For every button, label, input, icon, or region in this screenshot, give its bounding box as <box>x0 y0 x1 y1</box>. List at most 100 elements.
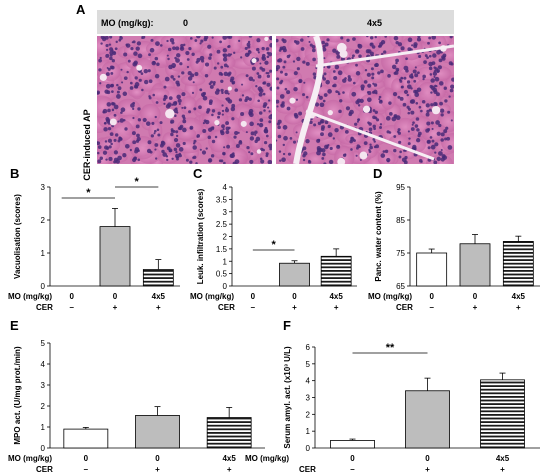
nucleus <box>379 123 383 126</box>
nucleus <box>430 91 433 94</box>
nucleus <box>269 43 272 48</box>
nucleus <box>303 81 306 84</box>
acinar-cell <box>180 74 206 87</box>
nucleus <box>403 76 407 80</box>
nucleus <box>214 135 218 139</box>
nucleus <box>199 88 203 92</box>
nucleus <box>268 99 271 102</box>
nucleus <box>327 124 331 129</box>
vacuole <box>165 109 175 119</box>
nucleus <box>383 50 387 54</box>
nucleus <box>412 121 415 125</box>
nucleus <box>305 95 309 99</box>
nucleus <box>372 137 376 141</box>
nucleus <box>320 118 325 124</box>
nucleus <box>207 44 212 49</box>
cer-row-label: CER <box>396 303 413 312</box>
nucleus <box>407 130 410 133</box>
nucleus <box>172 77 176 81</box>
vacuole <box>362 105 371 113</box>
nucleus <box>241 94 245 97</box>
nucleus <box>200 39 204 43</box>
nucleus <box>281 157 286 163</box>
nucleus <box>305 61 310 66</box>
nucleus <box>175 143 181 148</box>
nucleus <box>430 103 434 107</box>
nucleus <box>196 57 201 62</box>
nucleus <box>317 138 321 142</box>
nucleus <box>315 66 318 70</box>
nucleus <box>376 118 380 122</box>
nucleus <box>261 56 265 60</box>
nucleus <box>100 42 103 45</box>
nucleus <box>148 53 151 57</box>
nucleus <box>418 105 422 109</box>
nucleus <box>371 72 375 76</box>
y-tick-label: 1 <box>223 257 228 266</box>
nucleus <box>178 147 184 152</box>
nucleus <box>138 78 142 82</box>
nucleus <box>388 101 392 105</box>
nucleus <box>185 50 190 56</box>
nucleus <box>440 148 443 151</box>
nucleus <box>417 134 421 138</box>
y-tick-label: 5 <box>41 339 46 348</box>
nucleus <box>450 62 454 66</box>
nucleus <box>319 102 325 108</box>
nucleus <box>97 159 102 164</box>
nucleus <box>137 158 141 162</box>
nucleus <box>211 109 216 113</box>
nucleus <box>388 131 392 134</box>
bar <box>206 417 252 449</box>
significance-label: * <box>272 239 277 251</box>
nucleus <box>369 42 374 47</box>
nucleus <box>426 139 431 144</box>
nucleus <box>298 80 302 84</box>
nucleus <box>302 60 306 64</box>
nucleus <box>400 46 405 51</box>
nucleus <box>192 142 196 145</box>
nucleus <box>199 42 202 45</box>
nucleus <box>225 121 230 126</box>
nucleus <box>259 66 263 70</box>
nucleus <box>125 43 131 48</box>
nucleus <box>188 110 192 114</box>
nucleus <box>308 40 311 43</box>
nucleus <box>105 53 110 58</box>
category-label: 0 <box>473 292 478 301</box>
nucleus <box>263 109 266 112</box>
nucleus <box>248 97 252 101</box>
bar <box>279 262 310 287</box>
nucleus <box>229 78 234 83</box>
nucleus <box>434 151 437 154</box>
nucleus <box>123 119 126 122</box>
nucleus <box>259 118 264 123</box>
nucleus <box>227 53 232 57</box>
nucleus <box>280 103 283 107</box>
nucleus <box>399 79 403 83</box>
vacuole <box>327 109 333 116</box>
nucleus <box>220 79 224 83</box>
nucleus <box>168 149 172 153</box>
nucleus <box>248 76 254 81</box>
nucleus <box>136 133 140 138</box>
nucleus <box>120 68 123 71</box>
nucleus <box>238 140 243 145</box>
nucleus <box>257 86 263 92</box>
nucleus <box>311 44 316 49</box>
nucleus <box>313 123 317 127</box>
nucleus <box>380 69 384 74</box>
nucleus <box>267 71 270 75</box>
connective-septum <box>293 36 324 164</box>
nucleus <box>114 47 118 51</box>
nucleus <box>174 101 178 105</box>
nucleus <box>141 36 146 39</box>
histology-image-mo <box>276 36 454 164</box>
nucleus <box>173 114 177 117</box>
nucleus <box>403 89 409 95</box>
nucleus <box>407 47 412 52</box>
nucleus <box>429 73 433 76</box>
nucleus <box>200 92 206 97</box>
nucleus <box>112 51 117 56</box>
nucleus <box>225 106 228 109</box>
